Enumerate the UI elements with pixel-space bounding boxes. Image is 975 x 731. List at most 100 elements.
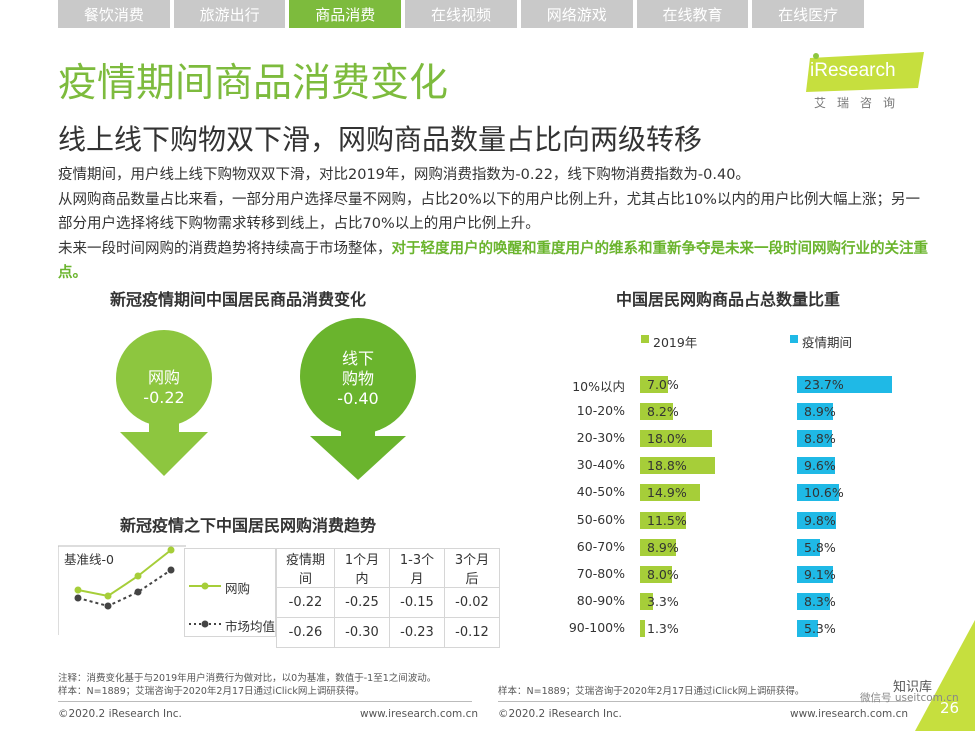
footnote: 注释：消费变化基于与2019年用户消费行为做对比，以0为基准，数值于-1至1之间… <box>58 673 437 684</box>
bar-2019 <box>640 565 672 583</box>
bar-epidemic <box>797 376 892 393</box>
category-tabs: 餐饮消费 旅游出行 商品消费 在线视频 网络游戏 在线教育 在线医疗 <box>58 0 865 28</box>
table-cell: -0.02 <box>444 587 500 618</box>
bar-epidemic <box>797 484 840 502</box>
online-label-text: 网购 <box>147 368 180 387</box>
market-trend-point <box>134 588 142 596</box>
footer-divider-right <box>498 701 912 702</box>
right-chart-title: 中国居民网购商品占总数量比重 <box>616 290 841 309</box>
bar-2019-label: 8.2% <box>647 404 679 420</box>
bar-2019 <box>640 403 673 421</box>
category-label: 50-60% <box>576 511 625 527</box>
category-label: 40-50% <box>576 484 625 500</box>
legend-online-label: 网购 <box>225 581 251 596</box>
table-header-cell: 3个月后 <box>444 548 500 588</box>
paragraph-3-plain: 未来一段时间网购的消费趋势将持续高于市场整体， <box>58 240 392 257</box>
footer-divider-left <box>58 701 472 702</box>
tab-6[interactable]: 在线医疗 <box>752 0 865 28</box>
description-text: 疫情期间，用户线上线下购物双双下滑，对比2019年，网购消费指数为-0.22，线… <box>58 163 930 286</box>
legend-market-label: 市场均值 <box>225 619 276 634</box>
online-label: 网购 -0.22 <box>114 368 214 408</box>
bar-2019 <box>640 430 712 448</box>
bar-epidemic-label: 8.9% <box>804 404 836 420</box>
bar-2019-label: 8.9% <box>647 539 679 555</box>
online-arrow-icon <box>116 330 212 476</box>
bar-epidemic <box>797 565 834 583</box>
bar-2019 <box>640 457 716 475</box>
bar-2019-label: 18.0% <box>647 431 687 447</box>
watermark-id: 微信号 useitcom.cn <box>860 692 959 704</box>
paragraph-3: 未来一段时间网购的消费趋势将持续高于市场整体，对于轻度用户的唤醒和重度用户的维系… <box>58 237 930 286</box>
table-header-cell: 1-3个月 <box>389 548 445 588</box>
legend-2019-label: 2019年 <box>653 335 698 350</box>
bar-epidemic-label: 8.3% <box>804 593 836 609</box>
bar-2019 <box>640 376 668 393</box>
offline-label-line2: 购物 <box>341 369 374 388</box>
bar-epidemic <box>797 430 833 448</box>
market-trend-point <box>74 594 82 602</box>
bar-2019-label: 3.3% <box>647 593 679 609</box>
market-trend-point <box>104 602 112 610</box>
bar-2019-label: 18.8% <box>647 458 687 474</box>
table-cell: -0.12 <box>444 617 500 648</box>
offline-arrow-icon <box>300 318 416 480</box>
tab-4[interactable]: 网络游戏 <box>520 0 633 28</box>
table-cell: -0.23 <box>389 617 445 648</box>
tab-5[interactable]: 在线教育 <box>636 0 749 28</box>
online-trend-point <box>104 592 112 600</box>
category-label: 30-40% <box>576 457 625 473</box>
watermark-title: 知识库 <box>893 680 933 695</box>
trend-mini-chart <box>58 545 186 635</box>
bar-2019 <box>640 592 654 610</box>
corner-triangle <box>915 620 975 731</box>
table-header-cell: 疫情期间 <box>276 548 335 588</box>
category-label: 20-30% <box>576 430 625 446</box>
logo-text: iResearch <box>810 60 896 81</box>
legend-2019-swatch <box>641 335 649 343</box>
tab-2[interactable]: 商品消费 <box>289 0 402 28</box>
bar-epidemic-label: 9.8% <box>804 512 836 528</box>
trend-table: 疫情期间 1个月内 1-3个月 3个月后 -0.22 -0.25 -0.15 -… <box>276 548 500 648</box>
bar-epidemic-label: 5.3% <box>804 620 836 636</box>
bar-epidemic <box>797 457 836 475</box>
copyright-right: ©2020.2 iResearch Inc. <box>498 708 622 720</box>
baseline-label: 基准线-0 <box>64 552 114 567</box>
table-cell: -0.30 <box>334 617 390 648</box>
bar-epidemic <box>797 619 819 637</box>
legend-epidemic-swatch <box>790 335 798 343</box>
table-header-cell: 1个月内 <box>334 548 390 588</box>
tab-3[interactable]: 在线视频 <box>405 0 517 28</box>
paragraph-2: 从网购商品数量占比来看，一部分用户选择尽量不网购，占比20%以下的用户比例上升，… <box>58 191 920 233</box>
bar-2019-label: 14.9% <box>647 485 687 501</box>
bar-epidemic-label: 8.8% <box>804 431 836 447</box>
bar-2019-label: 11.5% <box>647 512 687 528</box>
bar-epidemic <box>797 538 821 556</box>
iresearch-logo: iResearch 艾瑞咨询 <box>806 52 928 112</box>
offline-value: -0.40 <box>337 389 379 408</box>
table-cell: -0.22 <box>276 587 335 618</box>
table-cell: -0.15 <box>389 587 445 618</box>
bar-2019 <box>640 511 686 529</box>
sample-note-right: 样本：N=1889；艾瑞咨询于2020年2月17日通过iClick网上调研获得。 <box>498 686 805 697</box>
bar-epidemic-label: 9.6% <box>804 458 836 474</box>
tab-1[interactable]: 旅游出行 <box>173 0 286 28</box>
bar-2019 <box>640 619 646 637</box>
bar-epidemic <box>797 511 837 529</box>
table-cell: -0.25 <box>334 587 390 618</box>
category-label: 70-80% <box>576 565 625 581</box>
tab-0[interactable]: 餐饮消费 <box>58 0 170 28</box>
category-label: 10%以内 <box>572 379 625 394</box>
category-label: 80-90% <box>576 592 625 608</box>
table-cell: -0.26 <box>276 617 335 648</box>
table-row: -0.26 -0.30 -0.23 -0.12 <box>276 617 500 648</box>
bar-epidemic-label: 23.7% <box>804 377 844 392</box>
bar-epidemic <box>797 592 831 610</box>
category-label: 10-20% <box>576 403 625 419</box>
bar-2019 <box>640 538 676 556</box>
website-left: www.iresearch.com.cn <box>360 708 479 720</box>
online-value: -0.22 <box>143 388 185 407</box>
page-title: 疫情期间商品消费变化 <box>58 61 449 106</box>
paragraph-1: 疫情期间，用户线上线下购物双双下滑，对比2019年，网购消费指数为-0.22，线… <box>58 167 750 183</box>
bar-2019-label: 7.0% <box>647 377 679 392</box>
paragraph-3-highlight: 对于轻度用户的唤醒和重度用户的维系和重新争夺是未来一段时间网购行业的关注重点。 <box>58 240 928 282</box>
